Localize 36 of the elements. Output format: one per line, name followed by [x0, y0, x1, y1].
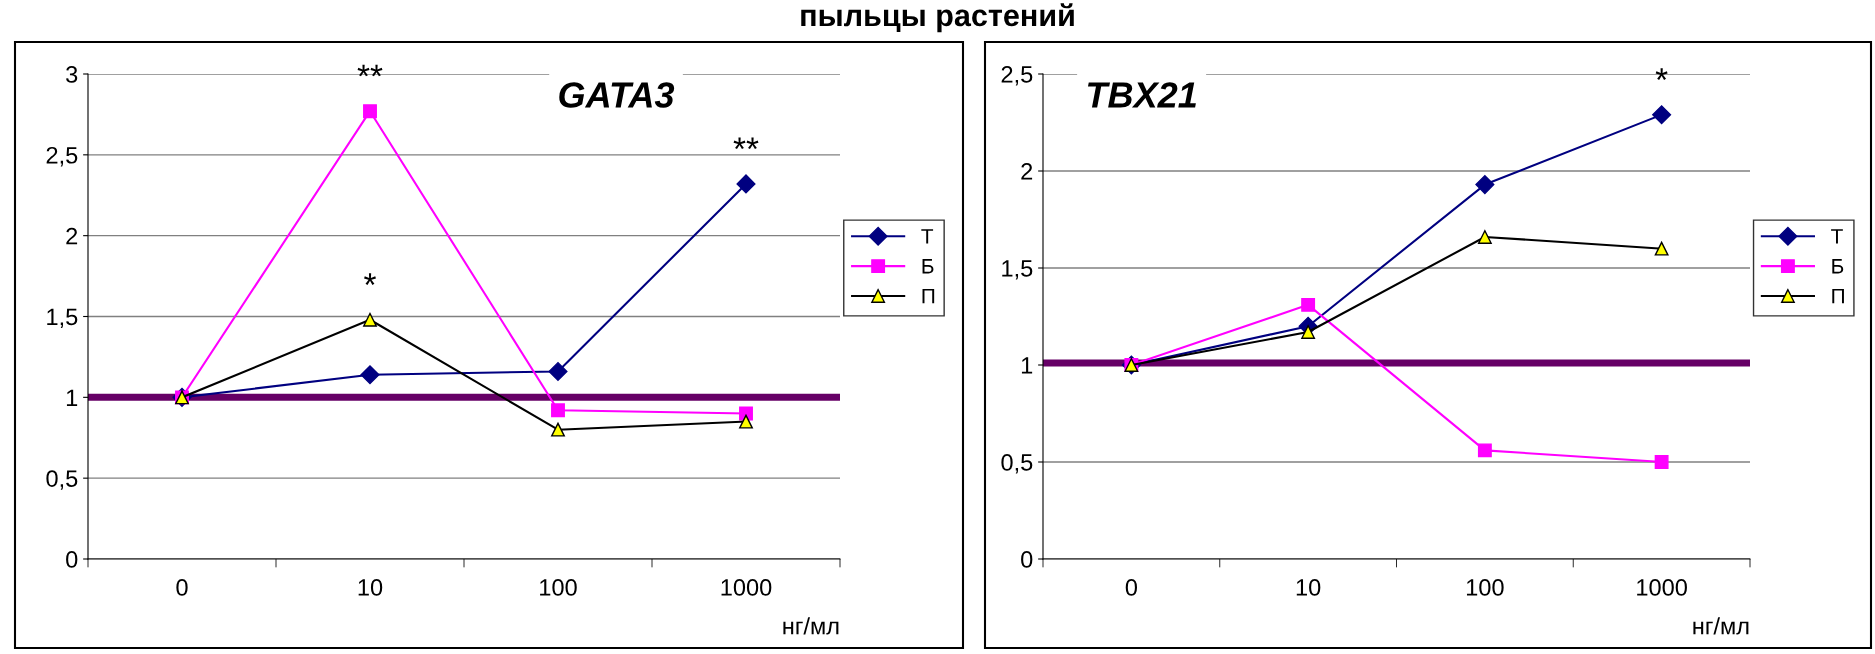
annotation: *: [364, 273, 376, 285]
y-tick-label: 2: [1021, 163, 1033, 180]
annotation: **: [357, 64, 383, 77]
x-tick-label: 100: [1466, 579, 1504, 596]
x-tick-label: 1000: [1637, 579, 1687, 596]
legend-label: Б: [1832, 259, 1844, 274]
legend-label: П: [922, 288, 935, 304]
legend-label: Т: [1831, 229, 1843, 244]
y-tick-label: 2: [66, 227, 78, 245]
x-axis-title: нг/мл: [1693, 617, 1749, 635]
legend-label: П: [1832, 288, 1844, 304]
x-tick-label: 10: [1296, 579, 1321, 596]
y-tick-label: 0,5: [1001, 454, 1033, 474]
annotation: **: [733, 137, 759, 150]
x-tick-label: 0: [176, 579, 188, 596]
x-tick-label: 100: [540, 579, 577, 596]
x-tick-label: 1000: [721, 579, 772, 596]
x-tick-label: 0: [1125, 579, 1138, 596]
y-tick-label: 0,5: [46, 470, 78, 490]
chart-title: GATA3: [559, 82, 675, 108]
y-tick-label: 1: [1021, 357, 1033, 374]
annotation: *: [1655, 68, 1668, 80]
legend-label: Б: [922, 259, 934, 274]
y-tick-label: 1,5: [1002, 260, 1033, 280]
legend-label: Т: [921, 229, 934, 244]
y-tick-label: 2,5: [1001, 66, 1033, 86]
x-tick-label: 10: [358, 579, 383, 596]
x-axis-title: нг/мл: [783, 617, 839, 635]
y-tick-label: 1,5: [47, 308, 78, 329]
chart-title: TBX21: [1087, 82, 1196, 108]
text: пыльцы растений: [801, 3, 1074, 33]
y-tick-label: 0: [66, 551, 78, 568]
y-tick-label: 0: [1021, 551, 1033, 568]
y-tick-label: 2,5: [46, 146, 78, 167]
y-tick-label: 3: [66, 66, 78, 83]
y-tick-label: 1: [66, 389, 78, 406]
